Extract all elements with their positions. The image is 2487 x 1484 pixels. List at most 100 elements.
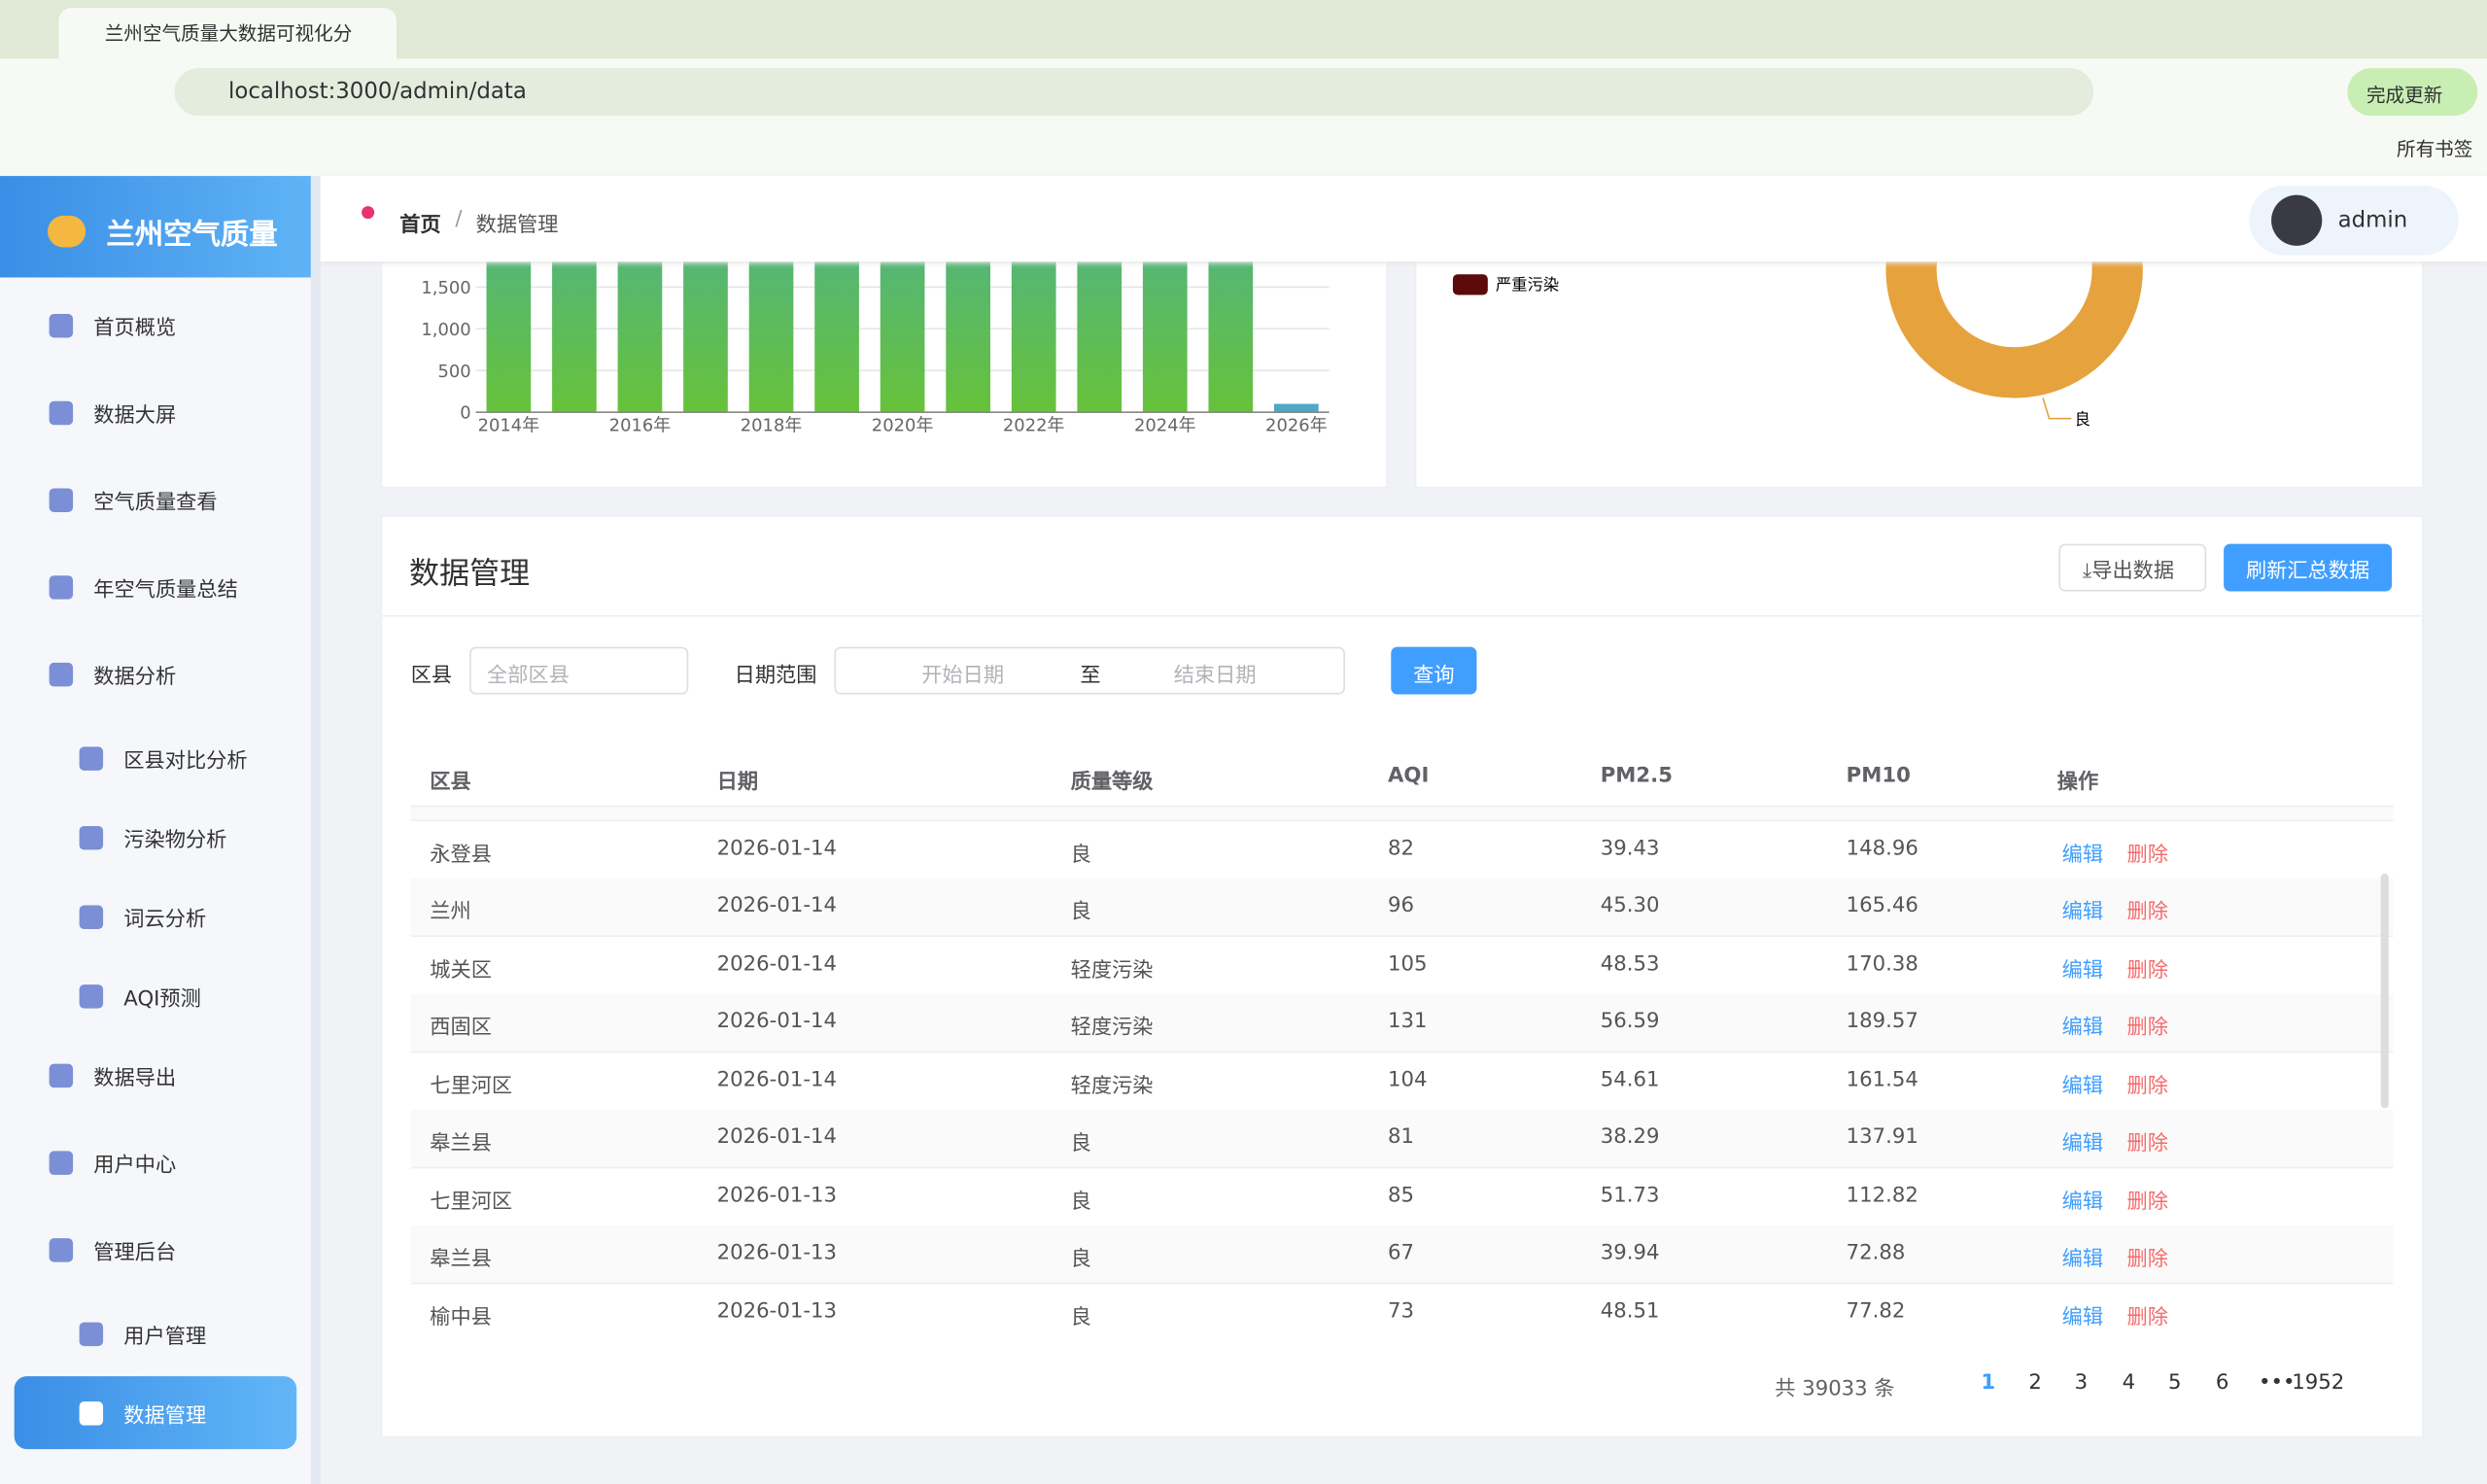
cell: 38.29	[1600, 1125, 1660, 1150]
edit-link[interactable]: 编辑	[2061, 900, 2104, 925]
column-header: AQI	[1388, 764, 1430, 788]
x-tick-label: 2018年	[741, 416, 803, 436]
pie-slice	[1885, 261, 2143, 398]
menu-icon	[49, 1151, 74, 1175]
page-number[interactable]: 6	[2215, 1371, 2229, 1396]
menu-icon	[79, 1322, 104, 1347]
menu-item[interactable]: 污染物分析	[123, 829, 227, 853]
cell: 39.43	[1600, 836, 1660, 861]
avatar	[2271, 194, 2323, 246]
cell: 良	[1070, 1247, 1091, 1272]
menu-item[interactable]: 管理后台	[93, 1241, 177, 1265]
delete-link[interactable]: 删除	[2126, 1305, 2168, 1329]
delete-link[interactable]: 删除	[2126, 958, 2168, 983]
edit-link[interactable]: 编辑	[2061, 1131, 2104, 1156]
table-row	[410, 1225, 2394, 1285]
update-button[interactable]	[2347, 68, 2478, 117]
address-bar[interactable]	[174, 68, 2094, 117]
cell: 112.82	[1846, 1183, 1918, 1208]
bookmarks[interactable]: 所有书签	[2396, 137, 2473, 160]
menu-item[interactable]: 空气质量查看	[93, 491, 218, 516]
breadcrumb-home[interactable]: 首页	[399, 214, 441, 238]
page-number[interactable]: •••	[2258, 1371, 2296, 1396]
cell: 皋兰县	[430, 1247, 492, 1272]
cell: 165.46	[1846, 894, 1918, 918]
menu-item[interactable]: 用户中心	[93, 1154, 177, 1179]
menu-item[interactable]: 用户管理	[123, 1325, 207, 1350]
page-number[interactable]: 3	[2074, 1371, 2089, 1396]
district-select[interactable]	[469, 646, 689, 695]
date-range[interactable]	[834, 646, 1345, 695]
menu-item[interactable]: 词云分析	[123, 908, 207, 933]
menu-icon	[79, 746, 104, 771]
menu-item[interactable]: 首页概览	[93, 317, 177, 341]
x-tick-label: 2014年	[478, 416, 540, 436]
edit-link[interactable]: 编辑	[2061, 1016, 2104, 1041]
edit-link[interactable]: 编辑	[2061, 1305, 2104, 1329]
column-header: 区县	[430, 770, 471, 795]
cell: 105	[1388, 951, 1428, 977]
cell: 2026-01-14	[716, 1125, 837, 1150]
table-row	[410, 1109, 2394, 1169]
y-tick-label: 500	[437, 362, 470, 382]
bar	[1142, 261, 1188, 413]
edit-link[interactable]: 编辑	[2061, 1190, 2104, 1214]
cell: 轻度污染	[1070, 1074, 1154, 1098]
edit-link[interactable]: 编辑	[2061, 1074, 2104, 1098]
cell: 2026-01-13	[716, 1241, 837, 1265]
page-number[interactable]: 4	[2122, 1371, 2136, 1396]
sidebar	[0, 176, 311, 1484]
y-tick-label: 0	[460, 403, 470, 424]
page-number[interactable]: 2	[2028, 1371, 2042, 1396]
delete-link[interactable]: 删除	[2126, 900, 2168, 925]
menu-item[interactable]: 数据大屏	[93, 404, 177, 429]
legend-label: 严重污染	[1496, 276, 1559, 294]
cell: 131	[1388, 1010, 1428, 1034]
menu-item[interactable]: AQI预测	[123, 987, 201, 1012]
edit-link[interactable]: 编辑	[2061, 958, 2104, 983]
delete-link[interactable]: 删除	[2126, 1190, 2168, 1214]
cell: 良	[1070, 1305, 1091, 1329]
cell: 67	[1388, 1241, 1415, 1265]
cell: 2026-01-13	[716, 1298, 837, 1324]
delete-link[interactable]: 删除	[2127, 807, 2168, 809]
cell: 56.59	[1600, 1010, 1660, 1034]
menu-icon	[49, 575, 74, 600]
edit-link[interactable]: 编辑	[2061, 1247, 2104, 1272]
menu-icon	[79, 1401, 104, 1426]
menu-icon	[49, 314, 74, 338]
x-tick-label: 2016年	[609, 416, 672, 436]
tab-title: 兰州空气质量大数据可视化分析	[104, 21, 353, 45]
menu-item[interactable]: 年空气质量总结	[93, 578, 238, 603]
query-button[interactable]	[1391, 646, 1477, 695]
menu-item[interactable]: 区县对比分析	[123, 749, 248, 775]
column-header: PM10	[1846, 764, 1911, 788]
active-item[interactable]	[14, 1376, 297, 1450]
cell: 137.91	[1846, 1125, 1918, 1150]
page-number[interactable]: 1	[1981, 1371, 1996, 1396]
bar	[683, 261, 728, 413]
edit-link[interactable]: 编辑	[2062, 807, 2103, 809]
menu-item[interactable]: 数据导出	[93, 1066, 177, 1091]
delete-link[interactable]: 删除	[2126, 1131, 2168, 1156]
export-button[interactable]	[2058, 543, 2207, 592]
refresh-button[interactable]	[2224, 543, 2393, 592]
menu-item[interactable]: 数据分析	[93, 666, 177, 690]
page-number[interactable]: 5	[2167, 1371, 2182, 1396]
start-date: 开始日期	[921, 664, 1005, 689]
edit-link[interactable]: 编辑	[2061, 843, 2104, 867]
delete-link[interactable]: 删除	[2126, 1016, 2168, 1041]
pin-icon	[362, 206, 375, 220]
cell: 七里河区	[430, 1074, 513, 1098]
bar	[1077, 261, 1123, 413]
column-header: 操作	[2056, 770, 2099, 795]
cell: 西固区	[430, 1016, 492, 1041]
page-number[interactable]: 1952	[2292, 1371, 2345, 1396]
delete-link[interactable]: 删除	[2126, 843, 2168, 867]
menu-item[interactable]: 数据管理	[123, 1404, 207, 1429]
delete-link[interactable]: 删除	[2126, 1074, 2168, 1098]
cell: 39.94	[1600, 1241, 1660, 1265]
delete-link[interactable]: 删除	[2126, 1247, 2168, 1272]
cell: 2026-01-14	[716, 894, 837, 918]
tab[interactable]	[58, 8, 397, 59]
